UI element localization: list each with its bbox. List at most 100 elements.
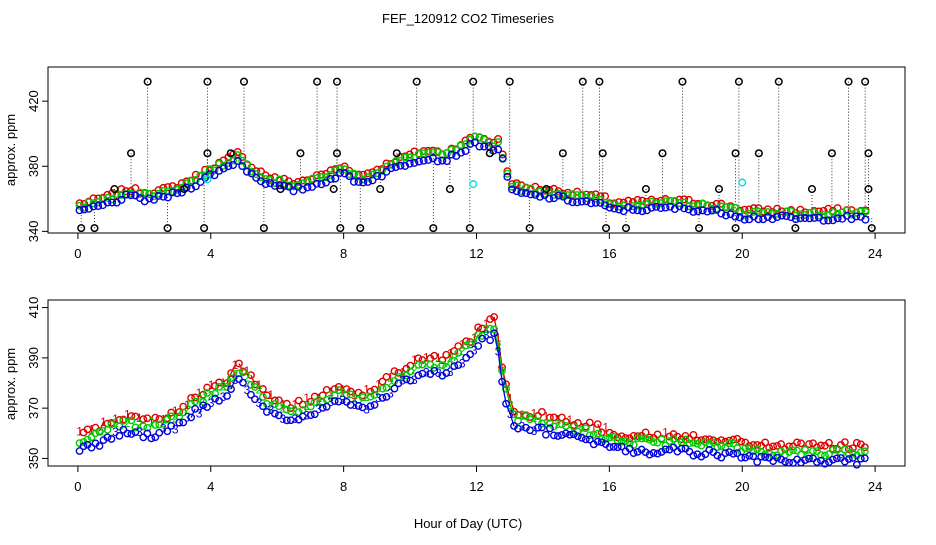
blue-point <box>334 397 343 406</box>
red-point <box>201 165 210 174</box>
red-point <box>131 412 140 421</box>
blue-point <box>538 423 546 432</box>
blue-point <box>310 410 319 419</box>
red-label: 1 <box>124 408 131 422</box>
green-point <box>87 433 96 442</box>
red-point <box>103 190 112 199</box>
blue-point <box>502 399 510 408</box>
black-point <box>542 185 551 194</box>
green-point <box>342 390 351 399</box>
green-point <box>199 397 208 406</box>
green-point <box>117 190 126 199</box>
green-label: 2 <box>351 392 358 406</box>
blue-point <box>363 177 372 186</box>
y-tick-label: 370 <box>26 397 41 419</box>
blue-point <box>289 187 298 196</box>
green-point <box>159 186 168 195</box>
x-tick-label: 0 <box>74 246 81 261</box>
green-point <box>419 149 428 158</box>
blue-point <box>638 207 647 216</box>
red-point <box>701 435 710 444</box>
blue-point <box>387 164 396 173</box>
blue-label: 3 <box>399 373 406 387</box>
blue-point <box>450 362 459 370</box>
green-point <box>239 368 247 377</box>
black-point <box>678 77 687 86</box>
green-point <box>526 184 535 193</box>
blue-point <box>478 334 487 343</box>
green-point <box>641 434 650 443</box>
black-point <box>505 77 514 86</box>
blue-point <box>777 455 786 464</box>
blue-point <box>147 434 156 443</box>
red-point <box>286 404 295 413</box>
red-point <box>390 367 399 376</box>
blue-point <box>829 455 837 464</box>
blue-point <box>330 397 339 405</box>
green-point <box>657 435 666 444</box>
red-point <box>486 315 495 324</box>
green-point <box>789 446 797 455</box>
red-point <box>534 412 542 420</box>
red-point <box>294 396 303 405</box>
green-point <box>538 419 546 428</box>
red-point <box>251 380 259 389</box>
green-point <box>331 166 340 175</box>
green-point <box>203 389 212 397</box>
red-label: 1 <box>555 412 562 426</box>
black-point <box>203 149 212 158</box>
y-tick-label: 350 <box>26 448 41 470</box>
blue-point <box>103 198 112 207</box>
red-point <box>540 186 549 195</box>
green-segment <box>202 392 208 403</box>
blue-point <box>298 412 307 421</box>
green-point <box>494 138 503 147</box>
green-point <box>717 442 726 450</box>
blue-point <box>117 195 126 204</box>
blue-point <box>442 157 451 166</box>
red-label: 1 <box>232 358 239 372</box>
green-point <box>151 421 160 429</box>
blue-point <box>585 435 594 444</box>
blue-point <box>833 454 841 463</box>
blue-point <box>326 174 335 183</box>
blue-point <box>542 430 550 439</box>
blue-point <box>773 453 782 462</box>
green-point <box>275 175 284 184</box>
green-point <box>617 437 626 446</box>
green-point <box>605 200 614 209</box>
red-label: 1 <box>172 404 179 418</box>
green-label: 2 <box>232 368 239 382</box>
blue-point <box>677 444 686 453</box>
blue-point <box>382 392 391 401</box>
x-tick-label: 20 <box>735 479 749 494</box>
green-point <box>334 386 343 395</box>
blue-point <box>447 150 456 159</box>
blue-point <box>331 174 340 183</box>
red-label: 1 <box>291 397 298 411</box>
red-point <box>215 378 223 387</box>
blue-point <box>777 211 786 220</box>
blue-point <box>210 171 219 180</box>
blue-point <box>731 212 740 221</box>
blue-point <box>75 447 84 455</box>
blue-point <box>456 148 465 157</box>
red-point <box>538 407 546 416</box>
red-point <box>259 385 267 393</box>
black-point <box>226 149 235 158</box>
red-point <box>450 347 459 355</box>
blue-point <box>318 403 327 412</box>
green-point <box>805 208 814 217</box>
green-point <box>503 169 512 178</box>
green-label: 2 <box>100 424 107 438</box>
black-outliers <box>77 77 876 233</box>
green-segment <box>509 404 515 415</box>
blue-point <box>581 435 590 444</box>
blue-point <box>559 192 568 201</box>
blue-point <box>852 212 861 221</box>
blue-point <box>824 216 833 225</box>
green-label: 2 <box>423 356 430 370</box>
blue-point <box>498 377 506 386</box>
blue-point <box>123 429 132 438</box>
